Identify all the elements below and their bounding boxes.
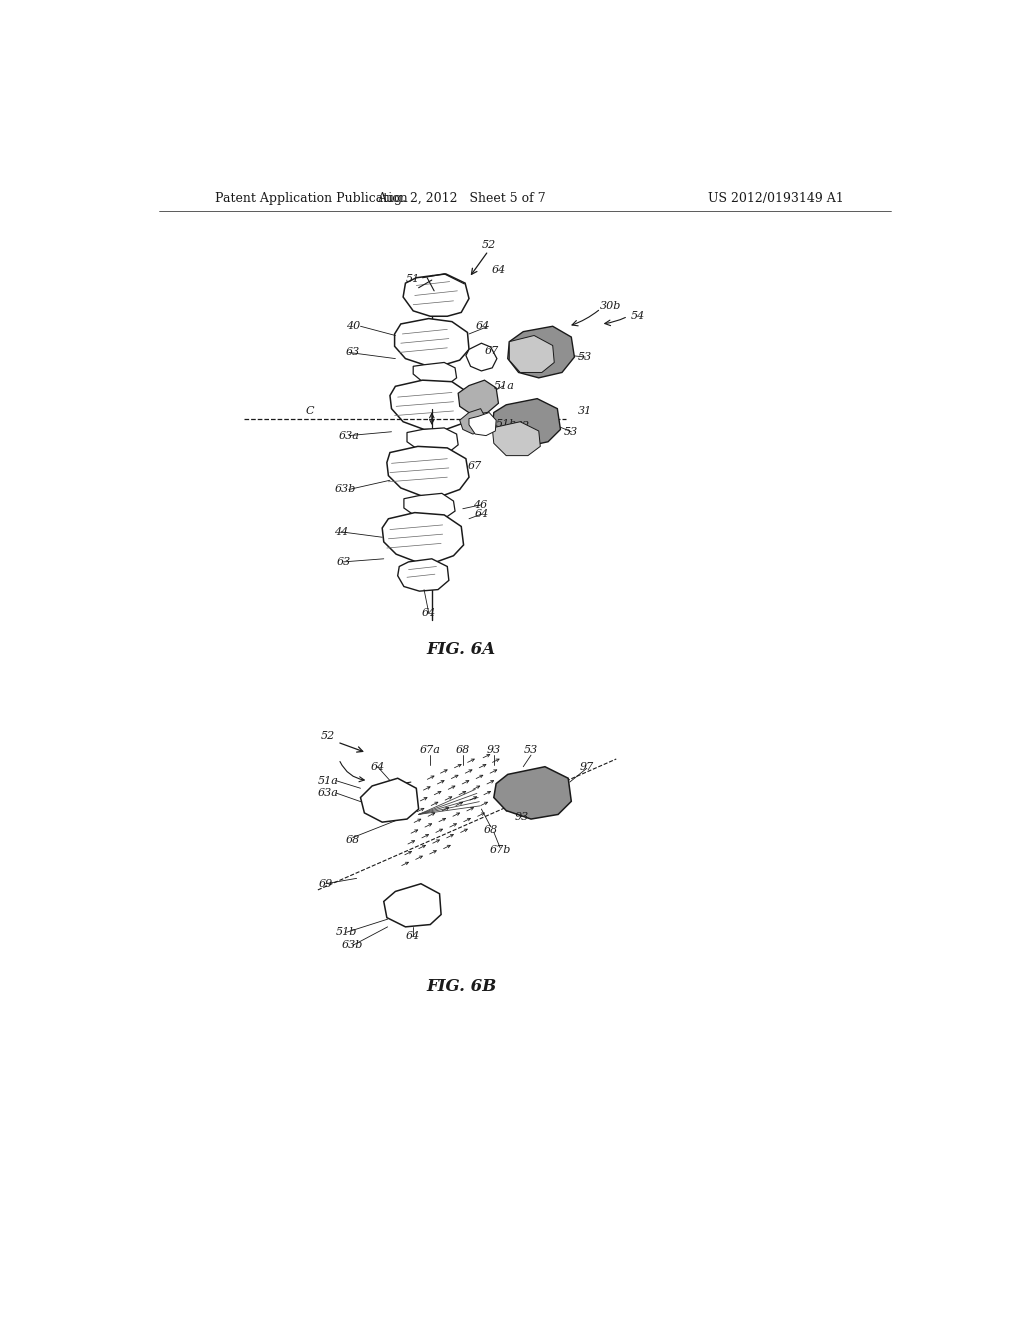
Polygon shape	[390, 380, 472, 429]
Text: 68: 68	[346, 834, 359, 845]
Polygon shape	[382, 512, 464, 562]
Text: 69: 69	[318, 879, 333, 888]
Polygon shape	[414, 363, 457, 385]
Text: 63a: 63a	[317, 788, 338, 797]
Polygon shape	[407, 428, 458, 453]
Text: 51b: 51b	[496, 418, 517, 429]
Polygon shape	[403, 275, 469, 317]
Text: 64: 64	[474, 510, 488, 519]
Text: 51a: 51a	[494, 380, 514, 391]
Text: 63: 63	[336, 557, 350, 566]
Text: 52: 52	[321, 731, 335, 741]
Text: 97: 97	[580, 762, 594, 772]
Text: 68: 68	[456, 744, 470, 755]
Text: 53: 53	[564, 426, 579, 437]
Text: 63a: 63a	[339, 430, 359, 441]
Polygon shape	[493, 422, 541, 455]
Polygon shape	[494, 767, 571, 818]
Text: 51a: 51a	[317, 776, 338, 785]
Text: 64: 64	[407, 931, 420, 941]
Text: 63b: 63b	[342, 940, 364, 950]
Text: 30b: 30b	[599, 301, 621, 312]
Text: 63b: 63b	[334, 484, 355, 495]
Polygon shape	[403, 494, 455, 519]
Polygon shape	[509, 335, 554, 372]
Text: 68: 68	[483, 825, 498, 834]
Text: 53: 53	[524, 744, 539, 755]
Polygon shape	[394, 318, 469, 364]
Text: 93: 93	[515, 812, 528, 822]
Text: 52: 52	[481, 240, 496, 249]
Text: 54: 54	[631, 312, 645, 321]
Text: 64: 64	[371, 762, 385, 772]
Text: 42: 42	[515, 421, 528, 432]
Text: 31: 31	[579, 407, 592, 416]
Text: Aug. 2, 2012   Sheet 5 of 7: Aug. 2, 2012 Sheet 5 of 7	[377, 191, 546, 205]
Text: 40: 40	[346, 321, 359, 331]
Polygon shape	[469, 412, 496, 436]
Text: FIG. 6A: FIG. 6A	[427, 642, 496, 659]
Polygon shape	[493, 399, 560, 447]
Text: 44: 44	[334, 527, 348, 537]
Polygon shape	[360, 779, 419, 822]
Text: C: C	[306, 407, 314, 416]
Text: 51b: 51b	[336, 927, 357, 937]
Polygon shape	[384, 884, 441, 927]
Text: 67a: 67a	[420, 744, 440, 755]
Polygon shape	[458, 380, 499, 414]
Text: 63: 63	[346, 347, 359, 358]
Text: Patent Application Publication: Patent Application Publication	[215, 191, 408, 205]
Text: 46: 46	[473, 500, 487, 510]
Text: 67b: 67b	[489, 845, 511, 855]
Text: 51: 51	[407, 275, 420, 284]
Text: 64: 64	[422, 607, 436, 618]
Polygon shape	[508, 326, 574, 378]
Text: 64: 64	[476, 321, 490, 331]
Text: 64: 64	[492, 265, 506, 275]
Text: FIG. 6B: FIG. 6B	[426, 978, 497, 995]
Text: 93: 93	[486, 744, 501, 755]
Text: 53: 53	[579, 352, 592, 362]
Polygon shape	[466, 343, 497, 371]
Polygon shape	[460, 409, 486, 434]
Text: 67: 67	[485, 346, 500, 356]
Text: US 2012/0193149 A1: US 2012/0193149 A1	[708, 191, 844, 205]
Polygon shape	[387, 446, 469, 496]
Text: 67: 67	[468, 462, 482, 471]
Polygon shape	[397, 558, 449, 591]
